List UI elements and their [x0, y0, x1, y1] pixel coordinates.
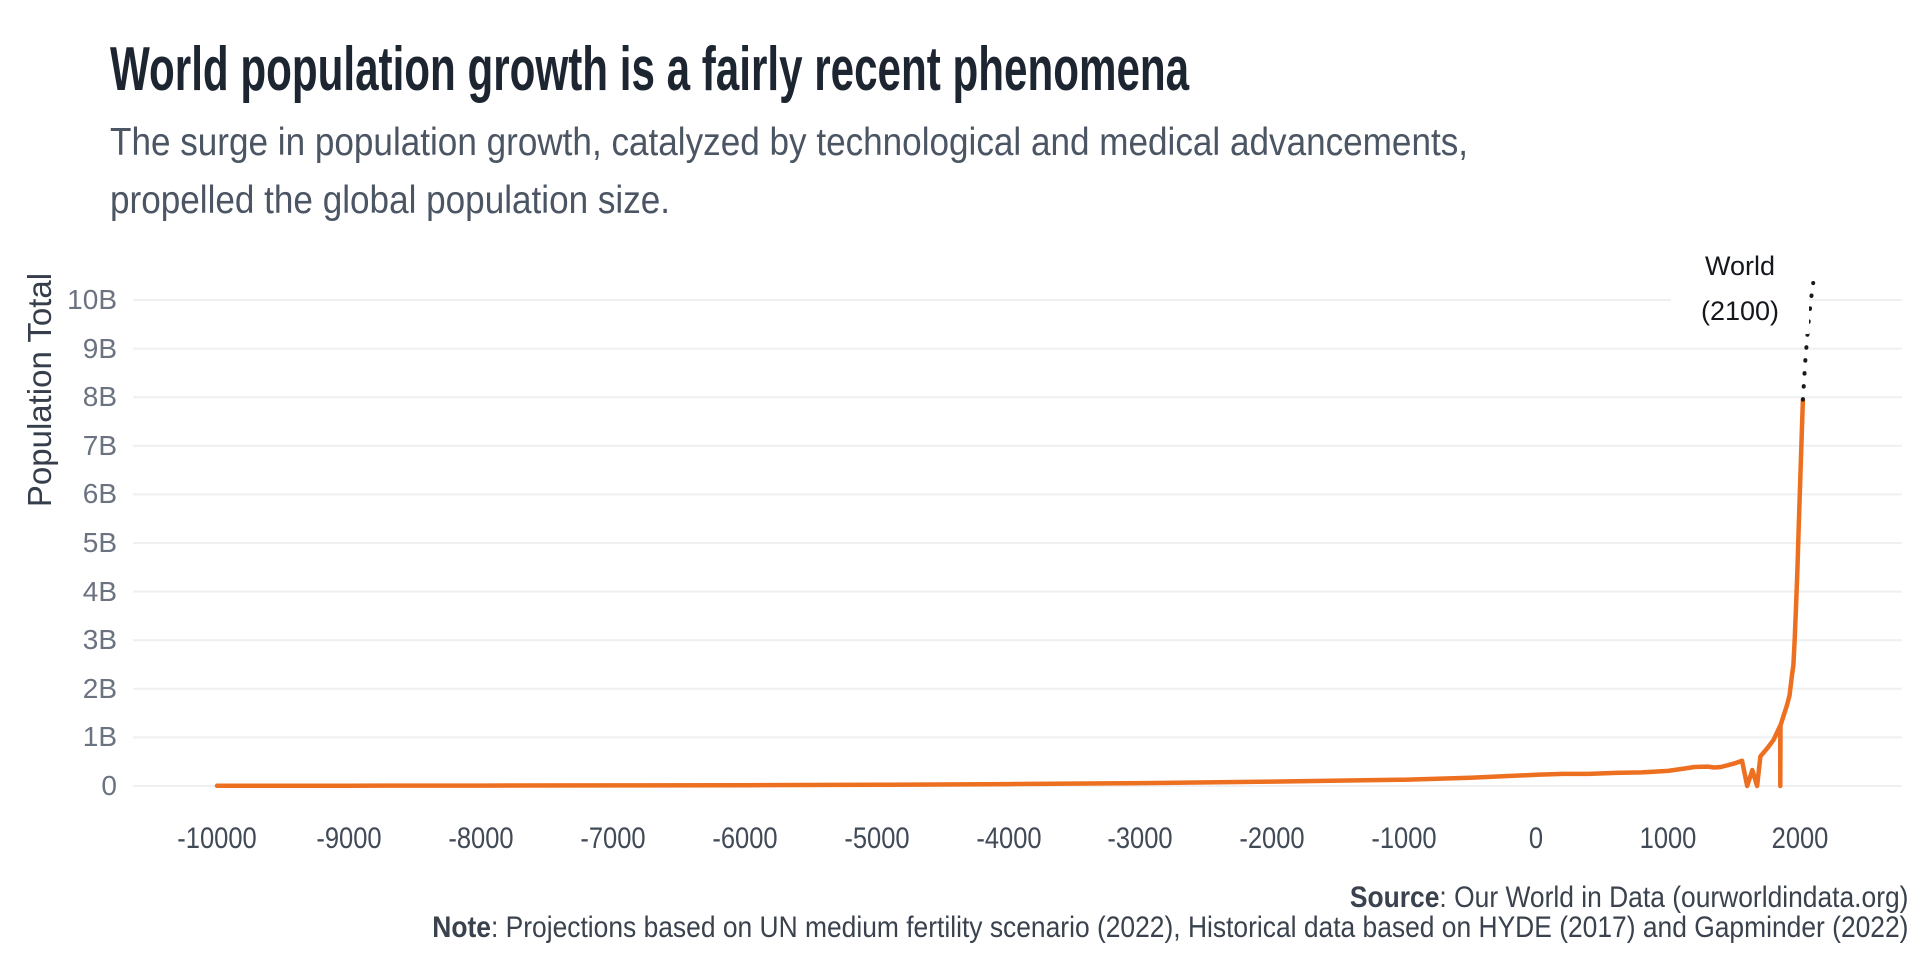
- x-tick-label: -2000: [1239, 822, 1305, 855]
- x-tick-label: -5000: [843, 822, 910, 855]
- note-line: Note: Projections based on UN medium fer…: [432, 913, 1908, 943]
- y-tick-label: 10B: [67, 284, 117, 315]
- y-tick-label: 4B: [82, 575, 117, 607]
- chart-subtitle-line1: The surge in population growth, catalyze…: [110, 121, 1469, 164]
- x-tick-label: -8000: [448, 822, 514, 855]
- x-tick-label: -9000: [316, 822, 382, 855]
- x-tick-label: -10000: [177, 822, 257, 855]
- source-line: Source: Our World in Data (ourworldindat…: [432, 883, 1908, 913]
- y-tick-label: 7B: [82, 429, 117, 461]
- chart-subtitle-line2: propelled the global population size.: [110, 179, 671, 222]
- projection-dotted-line: [1800, 281, 1816, 402]
- chart-footer: Source: Our World in Data (ourworldindat…: [432, 883, 1908, 943]
- series-annotation: World (2100): [1671, 244, 1809, 334]
- population-line: [214, 397, 1806, 789]
- y-tick-label: 3B: [82, 624, 117, 656]
- y-tick-label: 5B: [82, 527, 117, 558]
- y-tick-label: 1B: [82, 721, 117, 753]
- y-tick-label: 8B: [82, 381, 117, 413]
- y-tick-label: 2B: [82, 672, 117, 704]
- x-tick-label: 2000: [1771, 822, 1829, 855]
- x-tick-label: 1000: [1639, 822, 1697, 855]
- series-annotation-year: (2100): [1700, 296, 1780, 326]
- y-tick-label: 9B: [82, 332, 117, 364]
- chart-subtitle: The surge in population growth, catalyze…: [110, 114, 1468, 230]
- series-annotation-name: World: [1704, 251, 1776, 281]
- source-text: : Our World in Data (ourworldindata.org): [1438, 881, 1908, 914]
- source-label: Source: [1349, 881, 1439, 914]
- y-tick-label: 0: [101, 770, 117, 801]
- x-tick-label: -1000: [1371, 822, 1437, 855]
- x-tick-label: 0: [1529, 822, 1544, 855]
- x-tick-label: -7000: [580, 822, 646, 855]
- note-text: : Projections based on UN medium fertili…: [490, 911, 1908, 944]
- x-tick-label: -6000: [712, 822, 778, 855]
- y-tick-label: 6B: [82, 478, 117, 510]
- x-tick-label: -4000: [975, 822, 1042, 855]
- note-label: Note: [431, 911, 491, 944]
- chart-title: World population growth is a fairly rece…: [110, 35, 1190, 104]
- x-tick-label: -3000: [1107, 822, 1174, 855]
